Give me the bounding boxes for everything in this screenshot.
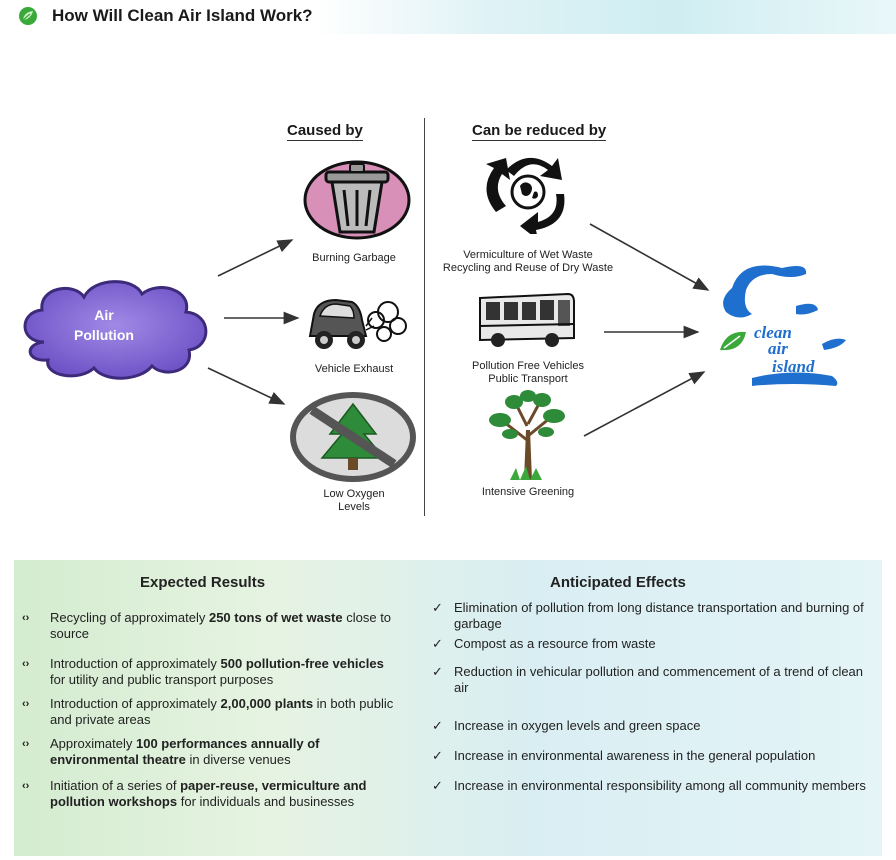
arrow-to-low-oxygen [207, 367, 286, 405]
title-bar: How Will Clean Air Island Work? [0, 0, 896, 34]
result-text: Introduction of approximately [50, 696, 221, 711]
result-text: in both public and private areas [50, 696, 394, 727]
no-trees-icon [290, 392, 416, 482]
checkmark-icon: ✓ [432, 664, 443, 679]
anticipated-effect-item: ✓ Increase in environmental awareness in … [430, 748, 870, 764]
result-text: 500 pollution-free vehicles [220, 656, 384, 671]
result-text: in diverse venues [185, 752, 291, 767]
result-text: Introduction of approximately [50, 656, 221, 671]
checkmark-icon: ✓ [432, 748, 443, 763]
transport-caption: Pollution Free Vehicles Public Transport [472, 360, 584, 385]
expected-results-heading: Expected Results [140, 574, 266, 591]
bullet-icon: ‹› [22, 780, 30, 792]
result-text: 100 performances annually of environment… [50, 736, 320, 767]
recycling-caption: Vermiculture of Wet Waste Recycling and … [442, 249, 614, 274]
reduced-by-heading: Can be reduced by [472, 122, 607, 141]
result-text: for individuals and businesses [177, 794, 355, 809]
effect-text: Increase in oxygen levels and green spac… [454, 718, 701, 733]
anticipated-effect-item: ✓ Reduction in vehicular pollution and co… [430, 664, 870, 696]
expected-result-item: ‹› Introduction of approximately 2,00,000… [22, 696, 402, 728]
result-text: 2,00,000 plants [220, 696, 314, 711]
checkmark-icon: ✓ [432, 778, 443, 793]
effect-text: Reduction in vehicular pollution and com… [454, 664, 864, 695]
result-text: for utility and public transport purpose… [50, 672, 274, 687]
burning-garbage-caption: Burning Garbage [312, 252, 396, 264]
air-pollution-label: Air Pollution [74, 307, 134, 343]
bullet-icon: ‹› [22, 612, 30, 624]
recycle-icon [486, 157, 565, 234]
expected-result-item: ‹› Approximately 100 performances annuall… [22, 736, 402, 768]
trash-can-icon [303, 160, 411, 240]
air-pollution-cloud [23, 280, 208, 380]
expected-result-item: ‹› Introduction of approximately 500 poll… [22, 656, 402, 688]
result-text: Approximately [50, 736, 136, 751]
bus-icon [479, 292, 575, 347]
vehicle-exhaust-caption: Vehicle Exhaust [314, 363, 394, 375]
expected-result-item: ‹› Initiation of a series of paper-reuse,… [22, 778, 402, 810]
effect-text: Compost as a resource from waste [454, 636, 656, 651]
expected-result-item: ‹› Recycling of approximately 250 tons of… [22, 610, 402, 642]
column-divider [424, 118, 425, 516]
result-text: Recycling of approximately [50, 610, 209, 625]
arrow-to-burning-garbage [217, 239, 294, 277]
checkmark-icon: ✓ [432, 718, 443, 733]
result-text: close to source [50, 610, 392, 641]
result-text: paper-reuse, vermiculture and pollution … [50, 778, 367, 809]
anticipated-effect-item: ✓ Compost as a resource from waste [430, 636, 870, 652]
bullet-icon: ‹› [22, 738, 30, 750]
low-oxygen-caption: Low Oxygen Levels [323, 488, 385, 513]
clean-air-island-logo: clean air island [720, 265, 846, 386]
anticipated-effect-item: ✓ Increase in environmental responsibilit… [430, 778, 870, 794]
page-title: How Will Clean Air Island Work? [52, 6, 313, 25]
bullet-icon: ‹› [22, 698, 30, 710]
effect-text: Increase in environmental awareness in t… [454, 748, 816, 763]
anticipated-effect-item: ✓ Elimination of pollution from long dist… [430, 600, 870, 632]
result-text: Initiation of a series of [50, 778, 181, 793]
checkmark-icon: ✓ [432, 636, 443, 651]
car-exhaust-icon [308, 298, 407, 349]
effect-text: Elimination of pollution from long dista… [454, 600, 864, 631]
logo-word-island: island [772, 357, 815, 376]
logo-word-air: air [768, 339, 788, 358]
checkmark-icon: ✓ [432, 600, 443, 615]
tree-icon [489, 390, 565, 480]
leaf-icon [19, 7, 37, 25]
outcomes-panel [14, 560, 882, 856]
anticipated-effects-list: ✓ Elimination of pollution from long dist… [430, 600, 870, 794]
greening-caption: Intensive Greening [481, 486, 575, 498]
caused-by-heading: Caused by [287, 122, 363, 141]
expected-results-list: ‹› Recycling of approximately 250 tons of… [22, 610, 402, 810]
anticipated-effects-heading: Anticipated Effects [550, 574, 686, 591]
anticipated-effect-item: ✓ Increase in oxygen levels and green spa… [430, 718, 870, 734]
logo-word-clean: clean [754, 323, 792, 342]
result-text: 250 tons of wet waste [208, 610, 343, 625]
effect-text: Increase in environmental responsibility… [454, 778, 866, 793]
bullet-icon: ‹› [22, 658, 30, 670]
